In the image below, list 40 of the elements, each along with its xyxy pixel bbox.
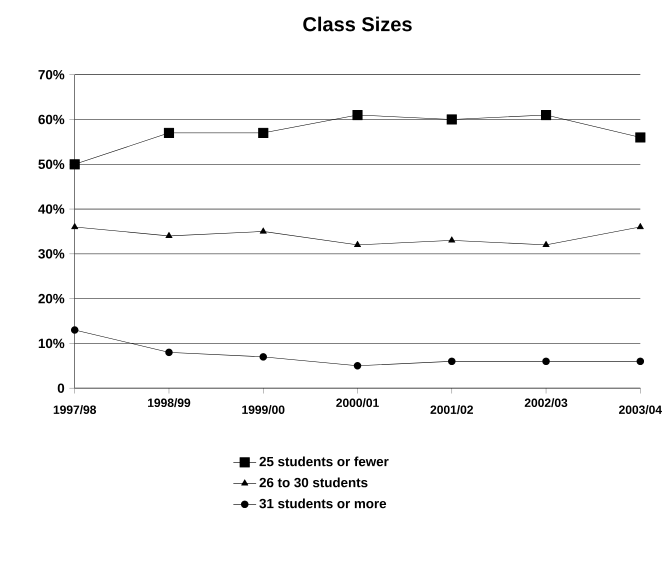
- y-tick-label: 40%: [38, 204, 64, 214]
- point: [635, 132, 646, 143]
- x-tick-label: 2001/02: [430, 405, 473, 414]
- y-tick-label: 50%: [38, 160, 64, 170]
- point: [540, 110, 552, 120]
- legend-label: 25 students or fewer: [260, 456, 389, 466]
- y-tick-label: 0: [58, 384, 64, 394]
- point: [260, 228, 267, 234]
- x-tick-label: 2003/04: [619, 405, 662, 414]
- point: [542, 241, 550, 248]
- point: [71, 223, 78, 230]
- point: [258, 128, 268, 138]
- x-tick-label: 1997/98: [54, 405, 96, 414]
- point: [165, 348, 173, 356]
- y-tick-label: 20%: [38, 294, 64, 304]
- point: [165, 232, 172, 238]
- chart-title: Class Sizes: [303, 16, 412, 32]
- y-tick-label: 30%: [38, 249, 64, 259]
- point: [448, 358, 456, 366]
- y-tick-label: 70%: [38, 70, 64, 80]
- x-tick-label: 2002/03: [524, 398, 568, 408]
- point: [70, 326, 78, 334]
- point: [446, 114, 457, 125]
- point: [636, 358, 644, 366]
- point: [164, 128, 174, 138]
- x-tick-label: 1998/99: [148, 398, 190, 408]
- point: [448, 236, 456, 243]
- point: [354, 362, 362, 370]
- x-tick-label: 2000/01: [336, 398, 379, 408]
- x-tick-label: 1999/00: [242, 405, 284, 414]
- point: [70, 159, 80, 170]
- legend-label: 31 students or more: [259, 498, 386, 508]
- point: [542, 358, 550, 366]
- point: [260, 353, 267, 361]
- y-tick-label: 10%: [38, 338, 64, 348]
- y-tick-label: 60%: [38, 114, 64, 124]
- point: [352, 110, 363, 120]
- point: [636, 223, 644, 230]
- legend-label: 26 to 30 students: [260, 478, 368, 488]
- point: [354, 241, 362, 248]
